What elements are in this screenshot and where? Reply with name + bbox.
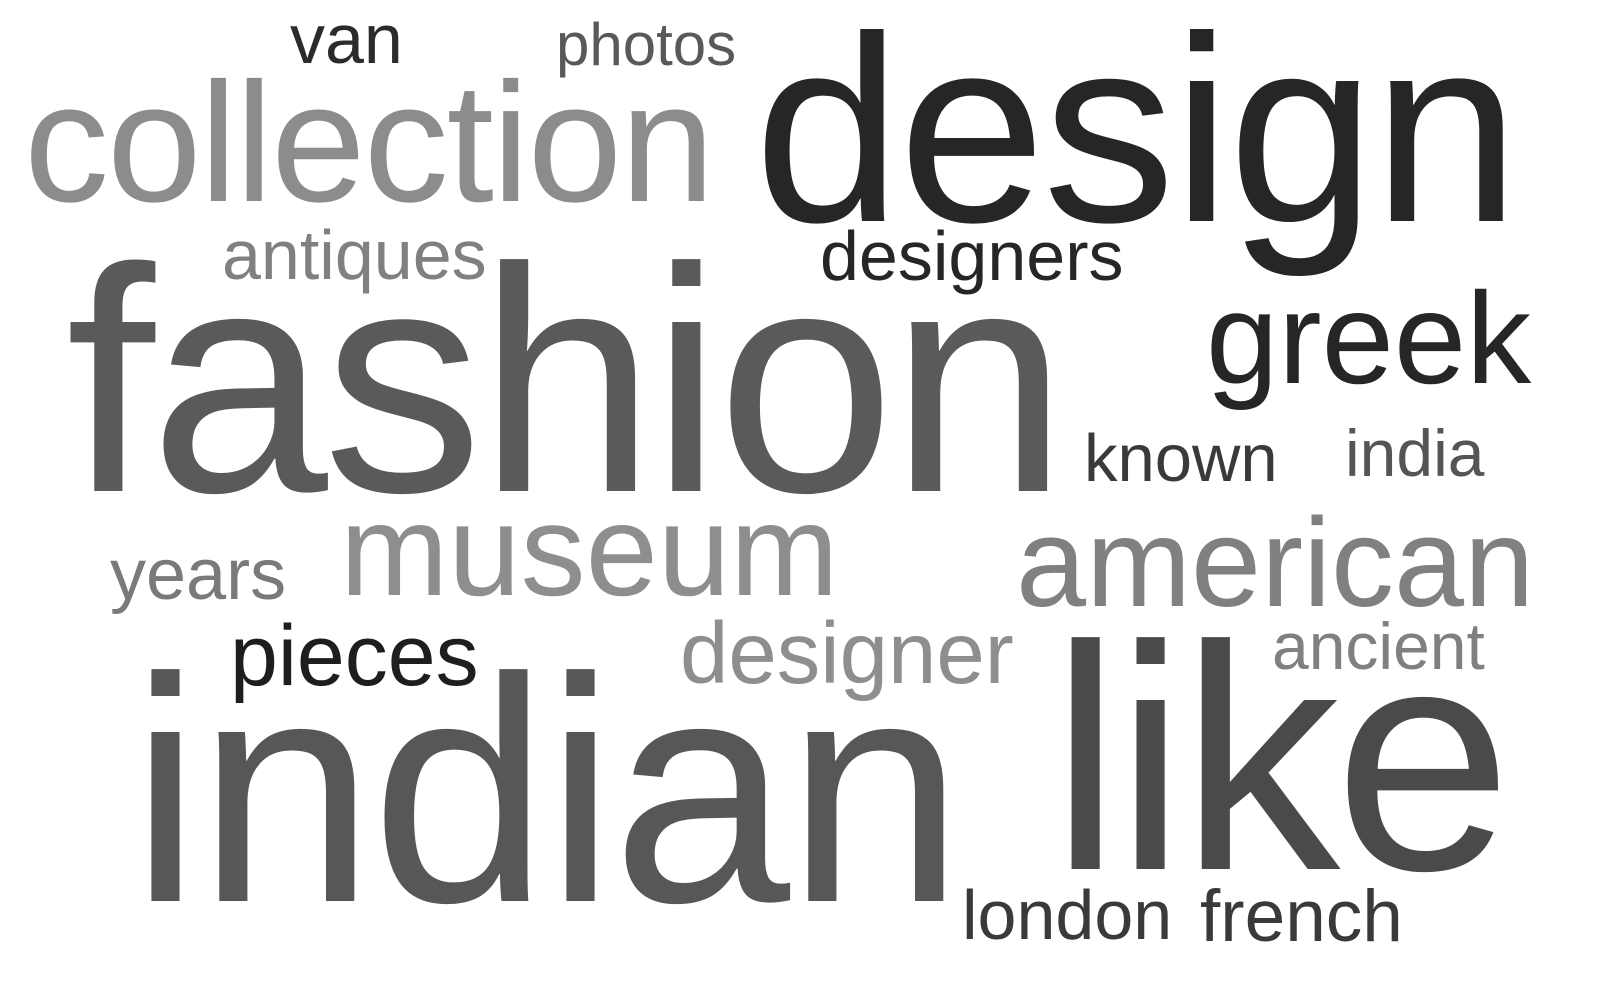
word-antiques: antiques bbox=[222, 216, 487, 294]
word-pieces: pieces bbox=[230, 608, 479, 704]
word-design: design bbox=[754, 0, 1520, 278]
word-indian: indian bbox=[130, 611, 964, 969]
word-like: like bbox=[1050, 579, 1512, 937]
word-collection: collection bbox=[24, 48, 715, 238]
word-designer: designer bbox=[680, 605, 1014, 702]
word-greek: greek bbox=[1206, 265, 1532, 411]
word-designers: designers bbox=[820, 217, 1124, 295]
word-years: years bbox=[110, 535, 287, 615]
word-museum: museum bbox=[340, 477, 839, 623]
word-ancient: ancient bbox=[1272, 609, 1485, 683]
word-fashion: fashion bbox=[66, 201, 1068, 559]
word-london: london bbox=[962, 876, 1173, 954]
word-van: van bbox=[290, 0, 403, 78]
word-french: french bbox=[1200, 876, 1403, 957]
word-american: american bbox=[1016, 492, 1535, 633]
word-photos: photos bbox=[556, 11, 737, 78]
word-india: india bbox=[1345, 416, 1485, 490]
word-known: known bbox=[1084, 421, 1278, 496]
